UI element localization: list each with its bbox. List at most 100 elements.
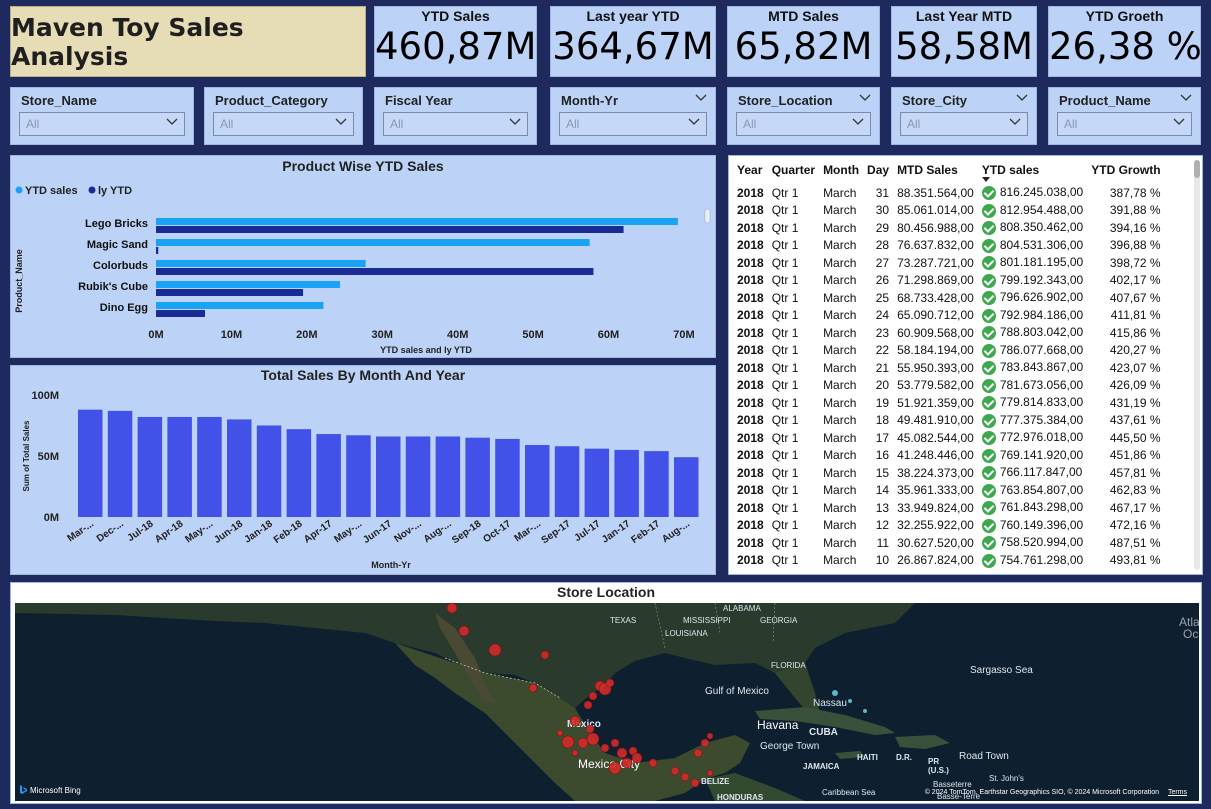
table-row[interactable]: 2018 Qtr 1 March 24 65.090.712,00 792.984.186… (733, 307, 1165, 325)
store-marker[interactable] (700, 738, 710, 748)
store-marker[interactable] (571, 749, 579, 757)
store-marker[interactable] (680, 772, 690, 782)
store-location-map[interactable]: ALABAMA MISSISSIPPI GEORGIA TEXAS LOUISI… (15, 603, 1199, 801)
store-marker[interactable] (569, 715, 581, 727)
slicer-dropdown[interactable]: All (19, 112, 185, 136)
store-marker[interactable] (690, 778, 700, 788)
store-marker[interactable] (577, 737, 589, 749)
sales-table-panel[interactable]: Year Quarter Month Day MTD Sales YTD sal… (728, 155, 1203, 575)
column-bar[interactable] (674, 457, 699, 517)
store-marker[interactable] (616, 747, 628, 759)
slicer-dropdown[interactable]: All (1057, 112, 1192, 136)
col-header-mtd-sales[interactable]: MTD Sales (897, 163, 958, 177)
slicer-dropdown[interactable]: All (900, 112, 1028, 136)
store-marker[interactable] (585, 724, 595, 734)
store-marker[interactable] (608, 761, 622, 775)
table-row[interactable]: 2018 Qtr 1 March 28 76.637.832,00 804.531.306… (733, 237, 1165, 255)
store-location-map-panel[interactable]: Store Location (10, 582, 1202, 804)
table-row[interactable]: 2018 Qtr 1 March 10 26.867.824,00 754.761.298… (733, 552, 1165, 570)
table-row[interactable]: 2018 Qtr 1 March 23 60.909.568,00 788.803.042… (733, 324, 1165, 342)
slicer-store-location[interactable]: Store_Location All (727, 87, 880, 145)
table-row[interactable]: 2018 Qtr 1 March 26 71.298.869,00 799.192.343… (733, 272, 1165, 290)
slicer-store-name[interactable]: Store_Name All (10, 87, 194, 145)
column-bar[interactable] (197, 416, 222, 517)
column-bar[interactable] (137, 416, 163, 517)
kpi-card-last-year-mtd[interactable]: Last Year MTD 58,58M (891, 6, 1037, 77)
legend-label[interactable]: YTD sales (25, 185, 78, 197)
table-row[interactable]: 2018 Qtr 1 March 30 85.061.014,00 812.954.488… (733, 202, 1165, 220)
table-row[interactable]: 2018 Qtr 1 March 16 41.248.446,00 769.141.920… (733, 447, 1165, 465)
column-bar[interactable] (644, 451, 669, 517)
store-marker[interactable] (561, 735, 575, 749)
col-header-day[interactable]: Day (867, 163, 890, 177)
store-marker[interactable] (648, 758, 658, 768)
column-bar[interactable] (495, 438, 520, 517)
slicer-month-yr[interactable]: Month-Yr All (550, 87, 716, 145)
kpi-card-last-year-ytd[interactable]: Last year YTD 364,67M (550, 6, 716, 77)
slicer-product-category[interactable]: Product_Category All (204, 87, 363, 145)
kpi-card-ytd-sales[interactable]: YTD Sales 460,87M (374, 6, 537, 77)
table-row[interactable]: 2018 Qtr 1 March 25 68.733.428,00 796.626.902… (733, 289, 1165, 307)
store-marker[interactable] (528, 683, 538, 693)
col-header-quarter[interactable]: Quarter (771, 163, 816, 177)
bar-ly[interactable] (156, 310, 206, 317)
bar-ytd[interactable] (156, 218, 678, 225)
slicer-dropdown[interactable]: All (559, 112, 707, 136)
chevron-down-icon[interactable] (1016, 94, 1028, 102)
bar-ytd[interactable] (156, 281, 341, 288)
table-scrollbar-thumb[interactable] (1194, 160, 1200, 178)
column-bar[interactable] (525, 445, 550, 517)
legend-label[interactable]: ly YTD (98, 185, 132, 197)
store-marker[interactable] (556, 729, 564, 737)
col-header-ytd-sales[interactable]: YTD sales (978, 156, 1087, 184)
bar-ytd[interactable] (156, 260, 366, 267)
column-bar[interactable] (256, 425, 282, 518)
product-ytd-chart-panel[interactable]: Product Wise YTD Sales YTD sales ly YTD Pr… (10, 155, 716, 358)
column-bar[interactable] (316, 434, 341, 517)
table-row[interactable]: 2018 Qtr 1 March 12 32.255.922,00 760.149.396… (733, 517, 1165, 535)
column-bar[interactable] (107, 410, 133, 517)
bar-ly[interactable] (156, 226, 624, 233)
monthly-sales-chart-panel[interactable]: Total Sales By Month And Year 100M 50M 0M S… (10, 365, 716, 575)
chevron-down-icon[interactable] (1180, 94, 1192, 102)
store-marker[interactable] (583, 700, 593, 710)
store-marker[interactable] (706, 732, 714, 740)
store-marker[interactable] (605, 678, 615, 688)
kpi-card-mtd-sales[interactable]: MTD Sales 65,82M (727, 6, 880, 77)
slicer-store-city[interactable]: Store_City All (891, 87, 1037, 145)
column-bar[interactable] (227, 419, 252, 517)
table-row[interactable]: 2018 Qtr 1 March 13 33.949.824,00 761.843.298… (733, 499, 1165, 517)
table-row[interactable]: 2018 Qtr 1 March 15 38.224.373,00 766.117.847… (733, 464, 1165, 482)
slicer-dropdown[interactable]: All (736, 112, 871, 136)
chart-scrollbar-thumb[interactable] (704, 208, 711, 224)
store-marker[interactable] (621, 757, 633, 769)
table-row[interactable]: 2018 Qtr 1 March 27 73.287.721,00 801.181.195… (733, 254, 1165, 272)
col-header-ytd-growth[interactable]: YTD Growth (1091, 163, 1161, 177)
column-bar[interactable] (465, 437, 490, 517)
table-row[interactable]: 2018 Qtr 1 March 17 45.082.544,00 772.976.018… (733, 429, 1165, 447)
table-row[interactable]: 2018 Qtr 1 March 29 80.456.988,00 808.350.462… (733, 219, 1165, 237)
table-scrollbar[interactable] (1194, 160, 1200, 570)
column-bar[interactable] (435, 436, 461, 517)
column-bar[interactable] (584, 448, 610, 517)
table-row[interactable]: 2018 Qtr 1 March 20 53.779.582,00 781.673.056… (733, 377, 1165, 395)
store-marker[interactable] (488, 643, 502, 657)
col-header-year[interactable]: Year (737, 163, 763, 177)
slicer-fiscal-year[interactable]: Fiscal Year All (374, 87, 537, 145)
table-row[interactable]: 2018 Qtr 1 March 18 49.481.910,00 777.375.384… (733, 412, 1165, 430)
column-bar[interactable] (346, 435, 371, 517)
store-marker[interactable] (610, 738, 620, 748)
product-ytd-bar-chart[interactable]: YTD sales ly YTD Product_Name Lego Bricks Ma… (11, 176, 715, 356)
store-marker[interactable] (706, 769, 714, 777)
bar-ytd[interactable] (156, 302, 324, 309)
column-bar[interactable] (554, 446, 580, 517)
slicer-dropdown[interactable]: All (383, 112, 528, 136)
col-header-month[interactable]: Month (823, 163, 860, 177)
chevron-down-icon[interactable] (859, 94, 871, 102)
store-marker[interactable] (540, 650, 550, 660)
column-bar[interactable] (167, 416, 192, 517)
column-bar[interactable] (286, 429, 312, 517)
map-terms-link[interactable]: Terms (1167, 789, 1187, 796)
store-marker[interactable] (588, 691, 598, 701)
